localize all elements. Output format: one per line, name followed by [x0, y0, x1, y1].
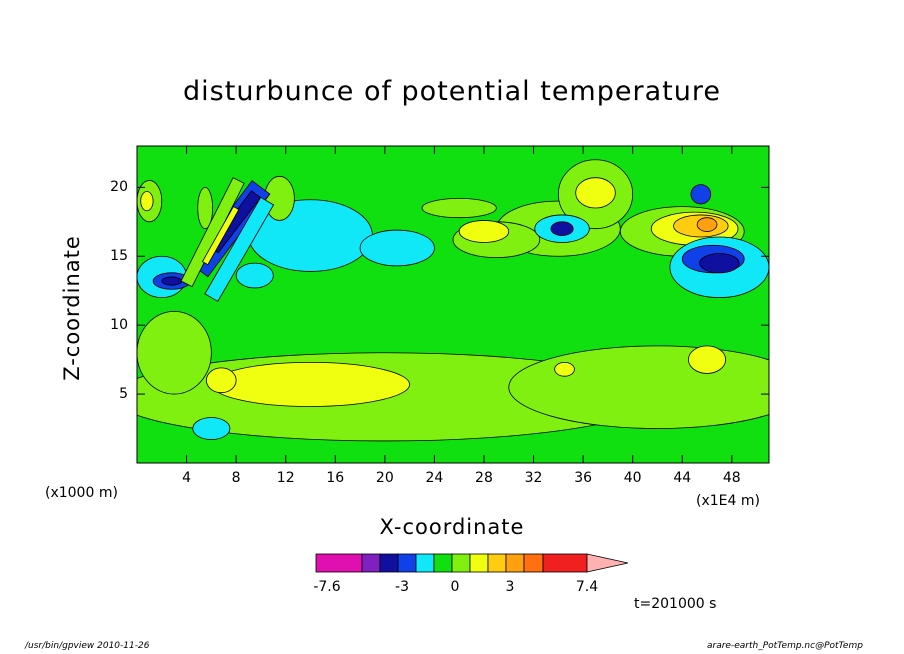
- contour-region-30: [197, 186, 213, 230]
- contour-streak-4: [201, 205, 240, 266]
- colorbar: [315, 553, 629, 573]
- colorbar-swatch-8: [487, 553, 507, 573]
- contour-field: [137, 146, 769, 463]
- colorbar-swatch-2: [379, 553, 399, 573]
- colorbar-swatch-11: [542, 553, 588, 573]
- contour-streak-3: [180, 177, 245, 288]
- colorbar-swatch-10: [523, 553, 544, 573]
- contour-region-15: [421, 197, 497, 219]
- contour-region-4: [688, 345, 727, 374]
- x-tick-label-28: 28: [475, 470, 493, 486]
- x-tick-label-24: 24: [425, 470, 444, 486]
- footer-source: arare-earth_PotTemp.nc@PotTemp: [707, 641, 863, 651]
- contour-region-29: [161, 276, 183, 286]
- x-tick-label-8: 8: [231, 470, 241, 486]
- colorbar-extension-arrow: [586, 553, 629, 573]
- footer-program: /usr/bin/gpview 2010-11-26: [25, 641, 150, 651]
- colorbar-swatch-4: [415, 553, 435, 573]
- colorbar-swatch-3: [397, 553, 417, 573]
- contour-region-19: [359, 229, 435, 267]
- contour-region-5: [554, 361, 575, 377]
- x-unit-label-right: (x1E4 m): [696, 493, 760, 509]
- colorbar-label-4: 7.4: [575, 579, 599, 595]
- contour-region-14: [696, 217, 718, 232]
- contour-region-10: [575, 177, 616, 209]
- contour-region-32: [137, 311, 212, 395]
- x-tick-label-48: 48: [722, 470, 741, 486]
- plot-frame: [136, 145, 770, 464]
- x-tick-label-16: 16: [326, 470, 345, 486]
- contour-region-33: [192, 417, 231, 440]
- y-tick-label-5: 5: [119, 386, 128, 403]
- colorbar-label-2: 0: [450, 579, 460, 595]
- x-unit-label-left: (x1000 m): [45, 485, 118, 501]
- colorbar-swatch-6: [451, 553, 471, 573]
- x-axis-label: X-coordinate: [379, 515, 525, 539]
- x-tick-label-40: 40: [623, 470, 642, 486]
- y-tick-marks: [137, 186, 769, 395]
- colorbar-label-1: -3: [395, 579, 409, 595]
- contour-region-27: [690, 184, 712, 205]
- chart-title: disturbunce of potential temperature: [183, 76, 721, 107]
- contour-streak-2: [204, 196, 275, 302]
- contour-region-2: [210, 361, 411, 407]
- colorbar-swatch-9: [505, 553, 525, 573]
- contour-region-31: [264, 175, 295, 221]
- x-tick-label-12: 12: [276, 470, 295, 486]
- contour-region-26: [699, 253, 740, 274]
- contour-region-8: [458, 220, 510, 243]
- x-tick-label-20: 20: [375, 470, 394, 486]
- contour-region-24: [235, 262, 274, 289]
- x-tick-label-36: 36: [574, 470, 593, 486]
- x-tick-label-4: 4: [182, 470, 192, 486]
- time-stamp: t=201000 s: [634, 596, 717, 612]
- x-tick-label-32: 32: [524, 470, 543, 486]
- colorbar-swatch-5: [433, 553, 453, 573]
- colorbar-swatch-1: [361, 553, 381, 573]
- y-tick-label-15: 15: [110, 248, 128, 265]
- colorbar-swatch-0: [315, 553, 363, 573]
- contour-region-3: [205, 367, 237, 394]
- colorbar-label-3: 3: [505, 579, 515, 595]
- y-tick-label-10: 10: [110, 317, 128, 334]
- contour-region-1: [508, 345, 769, 429]
- x-tick-label-44: 44: [673, 470, 692, 486]
- contour-region-17: [140, 191, 154, 212]
- y-tick-label-20: 20: [110, 179, 128, 196]
- x-tick-marks: [186, 146, 733, 463]
- y-axis-label: Z-coordinate: [60, 235, 84, 381]
- contour-region-22: [550, 221, 574, 236]
- colorbar-label-0: -7.6: [313, 579, 341, 595]
- colorbar-swatch-7: [469, 553, 489, 573]
